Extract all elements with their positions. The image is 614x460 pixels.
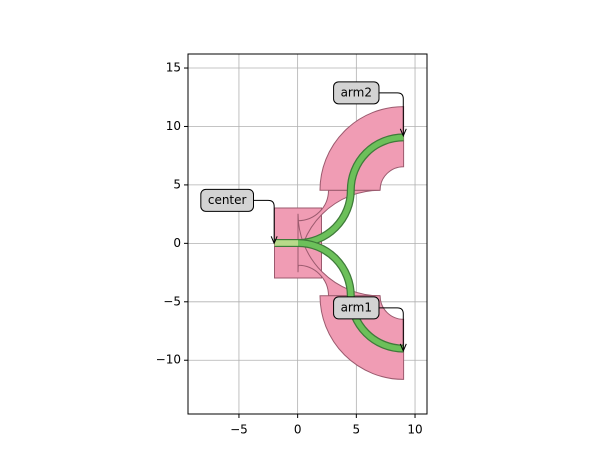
arrow-head [270, 236, 278, 245]
x-tick-label: 0 [294, 423, 302, 437]
annotations: center arm2 arm1 [200, 81, 407, 353]
x-tick-label: −5 [230, 423, 248, 437]
y-tick-label: −10 [156, 353, 181, 367]
y-tick-label: 0 [173, 236, 181, 250]
y-tick-label: 10 [166, 119, 181, 133]
y-tick-label: −5 [163, 294, 181, 308]
annotation-arrow [253, 199, 275, 243]
annotation-text: arm1 [341, 300, 372, 314]
y-tick-label: 15 [166, 61, 181, 75]
arrow-head [399, 128, 407, 138]
waveguide [274, 134, 404, 246]
annotation-text: arm2 [341, 85, 372, 99]
arrow-head [399, 343, 407, 353]
annotation-arrow [378, 307, 404, 350]
bend [319, 106, 405, 191]
waveguide [274, 240, 404, 352]
waveguides [274, 133, 404, 353]
device [274, 106, 405, 380]
x-tick-label: 10 [407, 423, 422, 437]
annotation-text: center [208, 193, 247, 207]
axes-frame [187, 53, 428, 415]
y-tick-label: 5 [173, 177, 181, 191]
x-tick-label: 5 [353, 423, 361, 437]
grid [188, 54, 427, 414]
annotation-arrow [378, 92, 404, 135]
